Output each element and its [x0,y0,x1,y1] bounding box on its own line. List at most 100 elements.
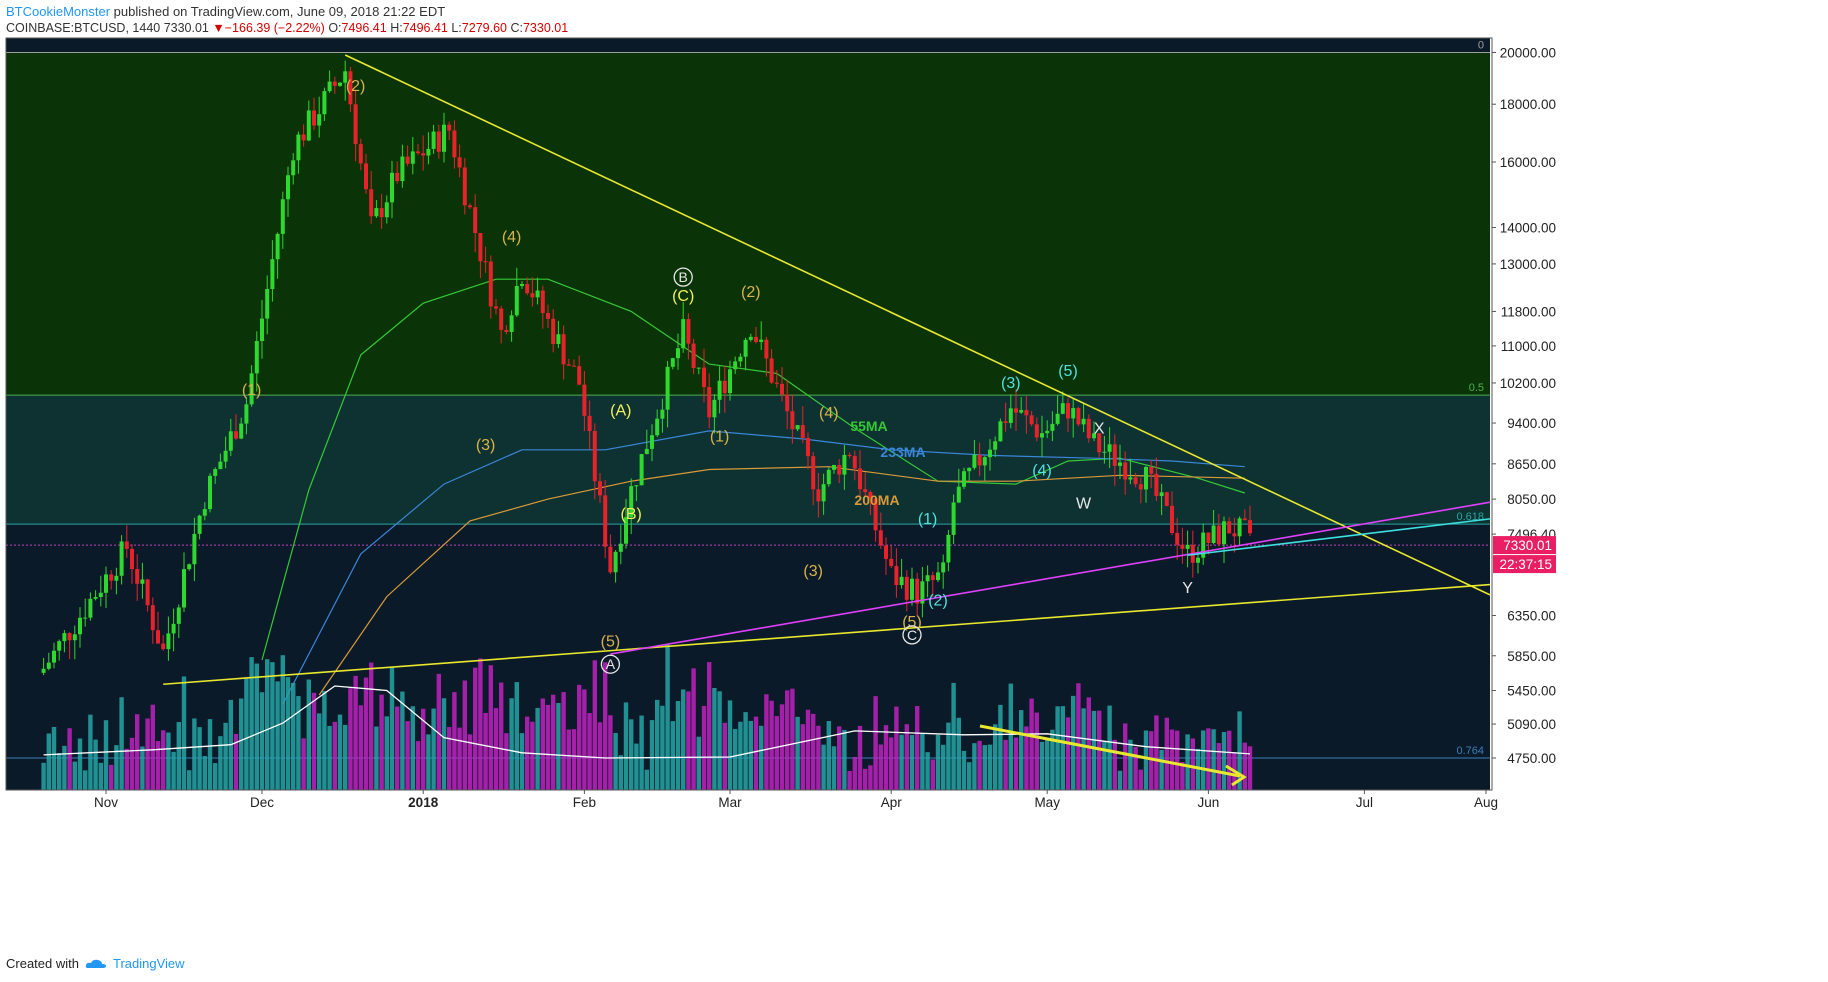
candle-body [754,336,758,342]
volume-bar [899,734,904,790]
candle-body [743,339,748,357]
candle-body [858,468,862,490]
high-value: 7496.41 [402,21,448,35]
y-tick-label: 5850.00 [1507,649,1556,664]
wave-circle [673,267,693,287]
candle-body [972,454,977,468]
volume-bar [608,715,613,790]
volume-bar [51,726,57,790]
volume-bar [213,763,218,790]
volume-bar [1039,741,1045,790]
volume-bar [1013,737,1019,790]
candle-body [114,575,119,581]
volume-bar [155,741,161,790]
candle-body [728,369,732,394]
x-tick-label: Dec [250,795,274,810]
volume-group [41,644,1253,790]
candle-body [72,634,77,641]
tradingview-link[interactable]: TradingView [112,956,185,971]
candle-body [1029,415,1034,425]
volume-bar [1003,739,1008,790]
volume-bar [129,737,135,790]
volume-bar [140,746,145,790]
volume-bar [504,733,509,790]
candle-body [540,290,545,314]
volume-bar [1086,697,1091,790]
candle-body [769,358,774,383]
candle-body [1081,418,1086,425]
volume-bar [925,752,930,790]
volume-bar [493,708,499,790]
volume-bar [57,753,62,790]
candle-body [1024,410,1029,416]
candle-body [1237,518,1242,537]
volume-bar [259,692,265,790]
fib-level-label: 0 [1478,40,1484,52]
volume-trend-arrowhead [1225,764,1247,787]
tradingview-cloud-icon [85,959,106,968]
volume-bar [894,706,899,790]
volume-bar [218,736,223,790]
candle-body [1055,413,1060,424]
candle-body [358,144,363,164]
candle-body [176,607,181,624]
volume-bar [748,720,753,790]
candle-body [977,454,982,466]
candle-body [296,134,301,161]
volume-bar [135,714,140,790]
ohlc-row: COINBASE:BTCUSD, 1440 7330.01 ▼−166.39 (… [6,21,569,35]
candle-body [1232,533,1237,537]
volume-bar [863,768,868,790]
volume-bar [883,725,889,790]
candle-body [1019,410,1024,413]
candle-body [795,425,800,430]
volume-bar [348,688,353,790]
y-tick-label: 5090.00 [1507,717,1556,732]
candle-body [306,110,311,141]
candle-body [556,334,561,344]
candle-body [301,134,306,141]
volume-bar [738,721,743,790]
volume-bar [644,769,649,790]
plot-top-strip [6,38,1490,53]
volume-bar [249,657,254,790]
volume-bar [847,770,852,790]
volume-bar [972,743,977,790]
candle-body [447,124,452,131]
volume-bar [1180,762,1185,790]
volume-bar [977,740,982,790]
volume-bar [816,725,821,790]
candle-body [1211,525,1216,544]
volume-bar [1065,717,1071,790]
volume-bar [291,682,296,790]
volume-bar [1175,730,1180,790]
volume-bar [920,733,925,790]
ma55-line [261,278,1245,661]
candle-body [785,394,790,412]
fib-zone-0-0.5 [6,52,1490,396]
wave-label: (1) [710,429,730,446]
author-name[interactable]: BTCookieMonster [6,4,111,19]
x-tick-label: Apr [881,795,903,810]
candle-body [603,495,608,547]
candle-body [1050,423,1055,431]
candle-body [660,409,665,419]
volume-bar [1091,710,1097,790]
y-tick-label: 20000.00 [1500,46,1556,61]
wave-label: (2) [346,78,366,95]
wave-label: (3) [1001,375,1021,392]
volume-bar [1107,705,1112,790]
volume-bar [275,681,280,790]
volume-bar [270,662,275,790]
candle-body [260,318,264,342]
candle-body [670,358,675,367]
candle-body [291,160,296,176]
volume-bar [1159,749,1164,790]
volume-bar [930,759,935,790]
candle-body [187,564,192,570]
volume-bar [67,728,72,790]
candle-body [400,156,405,182]
volume-bar [98,762,103,790]
volume-bar [285,677,291,790]
